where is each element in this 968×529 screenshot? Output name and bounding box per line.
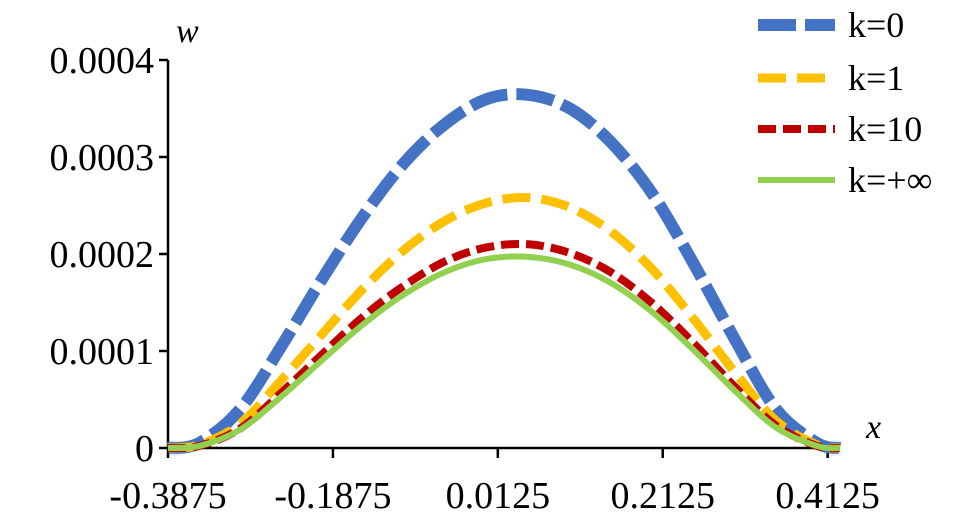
y-tick-label: 0.0001 (50, 331, 155, 373)
series-line-0 (167, 88, 842, 454)
y-axis-label: w (176, 13, 199, 50)
y-tick-label: 0 (135, 428, 154, 470)
series-line-1 (167, 193, 841, 453)
legend-label-3: k=+∞ (848, 160, 932, 200)
y-tick-label: 0.0002 (50, 234, 155, 276)
x-tick-label: 0.2125 (610, 475, 715, 517)
axes: 0 0.0001 0.0002 0.0003 0.0004 -0.3875 -0.1875 0… (50, 13, 882, 517)
legend-label-0: k=0 (848, 5, 904, 45)
x-tick-label: 0.4125 (775, 475, 880, 517)
y-tick-label: 0.0003 (50, 137, 155, 179)
x-tick-label: 0.0125 (446, 475, 551, 517)
y-tick-label: 0.0004 (50, 40, 155, 82)
series-group (167, 88, 842, 454)
x-axis-label: x (865, 409, 881, 446)
x-tick-label: -0.3875 (109, 475, 226, 517)
legend-label-2: k=10 (848, 109, 922, 149)
legend: k=0 k=1 k=10 k=+∞ (758, 5, 932, 200)
series-line-3 (167, 253, 841, 452)
legend-label-1: k=1 (848, 58, 904, 98)
x-tick-label: -0.1875 (274, 475, 391, 517)
